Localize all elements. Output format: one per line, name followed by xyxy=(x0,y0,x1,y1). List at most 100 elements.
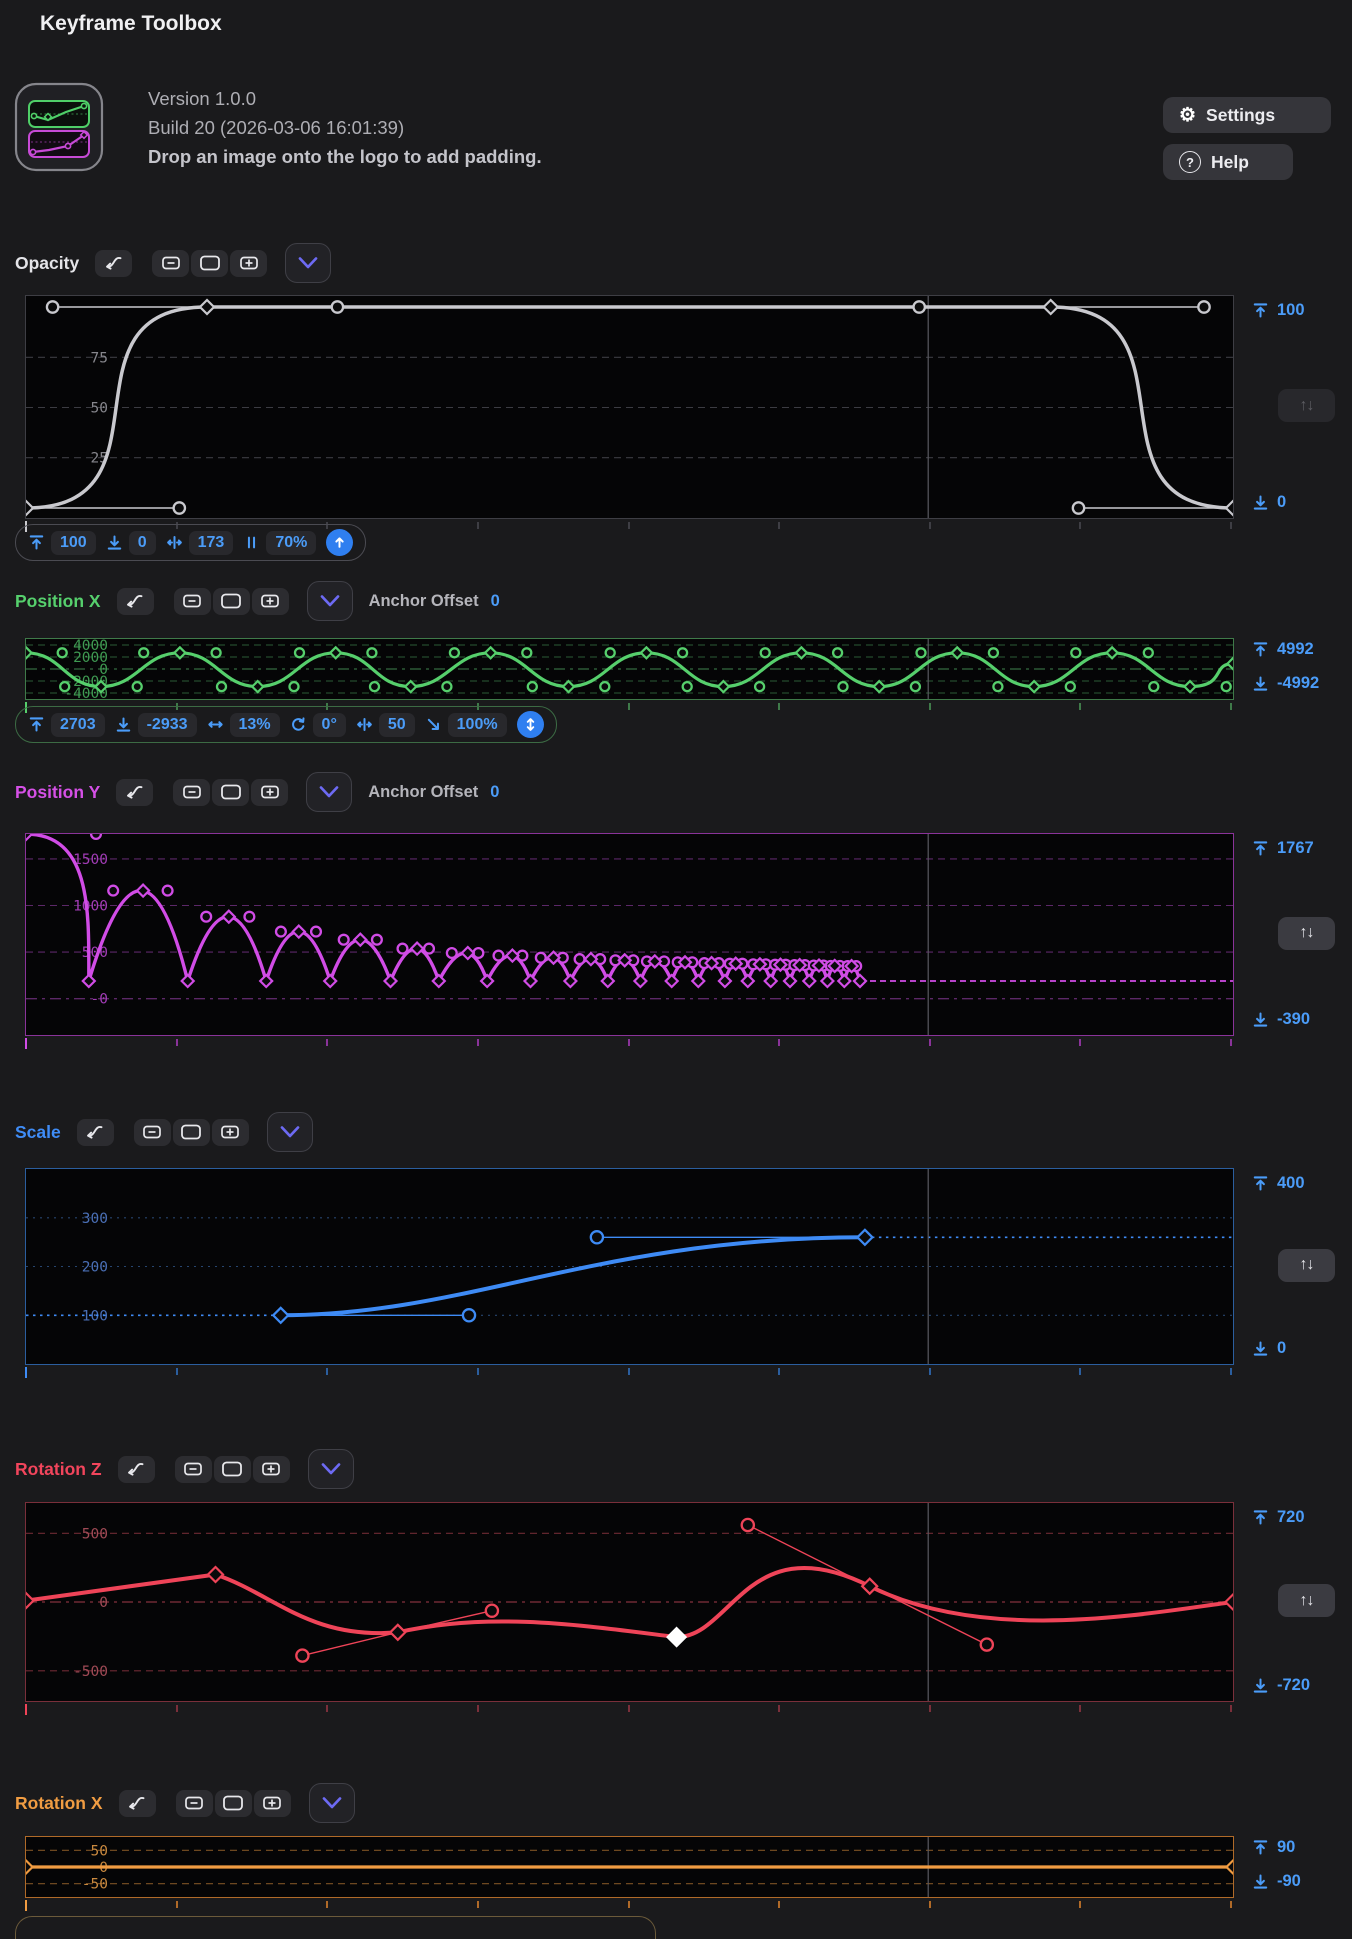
range-max-value: 720 xyxy=(1277,1508,1305,1526)
curve-editor-canvas[interactable]: 50 0 -50 xyxy=(25,1836,1234,1898)
chevron-down-icon xyxy=(320,595,339,607)
range-max[interactable]: 720 xyxy=(1252,1508,1305,1527)
chevron-down-icon xyxy=(280,1126,300,1138)
curve-editor-canvas[interactable]: 75 50 25 xyxy=(25,295,1234,519)
toolbar-diag-arrow-value[interactable]: 100% xyxy=(447,712,507,737)
range-min[interactable]: 0 xyxy=(1252,493,1286,512)
range-min-value: -390 xyxy=(1277,1010,1311,1028)
range-max[interactable]: 4992 xyxy=(1252,640,1314,659)
keyframe-icon xyxy=(181,1124,202,1140)
keyframe-button[interactable] xyxy=(212,587,250,615)
range-min[interactable]: -4992 xyxy=(1252,674,1319,693)
min-to-bar-icon xyxy=(116,717,130,732)
settings-button[interactable]: ⚙ Settings xyxy=(1163,97,1331,133)
range-max[interactable]: 90 xyxy=(1252,1838,1295,1857)
keyframe-icon xyxy=(222,1461,242,1477)
anchor-offset-value[interactable]: 0 xyxy=(490,591,500,610)
toolbar-span-bars-value[interactable]: 50 xyxy=(378,712,415,737)
svg-text:300: 300 xyxy=(82,1211,108,1227)
remove-keyframe-button[interactable] xyxy=(173,778,211,806)
max-to-bar-icon xyxy=(29,535,44,550)
anchor-offset: Anchor Offset 0 xyxy=(368,783,499,802)
toolbar-max-to-bar-value[interactable]: 100 xyxy=(51,530,96,555)
add-keyframe-button[interactable] xyxy=(252,1455,290,1483)
range-min[interactable]: -720 xyxy=(1252,1676,1310,1695)
section-rotation-z: Rotation Z xyxy=(0,1449,1352,1715)
toolbar-min-to-bar-value[interactable]: 0 xyxy=(128,530,156,555)
collapse-chevron-button[interactable] xyxy=(266,1112,313,1152)
timeline-ticks xyxy=(25,1900,1232,1911)
range-min[interactable]: 0 xyxy=(1252,1339,1286,1358)
keyframe-button-group xyxy=(173,778,289,806)
curve-editor-canvas[interactable]: 4000 2000 0 -2000 -4000 xyxy=(25,638,1234,700)
min-to-bar-icon xyxy=(107,535,121,550)
remove-keyframe-button[interactable] xyxy=(174,1455,212,1483)
toolbar-h-arrows-value[interactable]: 13% xyxy=(229,712,280,737)
range-min[interactable]: -90 xyxy=(1252,1872,1301,1891)
keyframe-button[interactable] xyxy=(213,1455,251,1483)
remove-keyframe-button[interactable] xyxy=(173,587,211,615)
gear-icon: ⚙ xyxy=(1179,104,1197,126)
curve-editor-canvas[interactable]: 1500 1000 500 -0 xyxy=(25,833,1234,1036)
collapse-chevron-button[interactable] xyxy=(285,243,332,283)
curve-svg: 500 0 -500 xyxy=(26,1503,1233,1701)
undo-button[interactable] xyxy=(118,1789,156,1817)
anchor-offset-value[interactable]: 0 xyxy=(490,782,500,801)
arrow-up-circle-button[interactable] xyxy=(326,529,354,556)
add-keyframe-button[interactable] xyxy=(230,249,268,277)
toolbar-min-to-bar-value[interactable]: -2933 xyxy=(137,712,197,737)
svg-text:100: 100 xyxy=(82,1308,108,1324)
add-keyframe-button[interactable] xyxy=(211,1118,249,1146)
range-max[interactable]: 100 xyxy=(1252,301,1305,320)
section-header: Scale xyxy=(0,1112,1352,1152)
collapse-chevron-button[interactable] xyxy=(307,1449,354,1489)
remove-keyframe-icon xyxy=(185,1796,203,1810)
add-keyframe-button[interactable] xyxy=(253,1789,291,1817)
curve-editor-canvas[interactable]: 300 200 100 xyxy=(25,1168,1234,1365)
swap-updown-icon: ↑↓ xyxy=(1299,924,1315,941)
undo-button[interactable] xyxy=(116,587,154,615)
curve-editor-canvas[interactable]: 500 0 -500 xyxy=(25,1502,1234,1702)
question-mark-icon: ? xyxy=(1179,151,1201,173)
keyframe-button[interactable] xyxy=(191,249,229,277)
remove-keyframe-button[interactable] xyxy=(175,1789,213,1817)
swap-range-button[interactable]: ↑↓ xyxy=(1278,916,1335,950)
undo-button[interactable] xyxy=(95,249,133,277)
keyframe-toolbar: 2703 -2933 13% 0° 50 100% xyxy=(15,706,557,743)
keyframe-button-group xyxy=(175,1789,291,1817)
undo-button[interactable] xyxy=(117,1455,155,1483)
toolbar-span-bars-value[interactable]: 173 xyxy=(188,530,234,555)
keyframe-button[interactable] xyxy=(172,1118,210,1146)
svg-text:500: 500 xyxy=(82,1526,108,1542)
remove-keyframe-button[interactable] xyxy=(152,249,190,277)
undo-button[interactable] xyxy=(116,778,154,806)
toolbar-cycle-value[interactable]: 0° xyxy=(312,712,346,737)
range-max[interactable]: 1767 xyxy=(1252,839,1314,858)
remove-keyframe-icon xyxy=(143,1125,162,1139)
undo-icon xyxy=(129,1797,145,1810)
swap-range-button[interactable]: ↑↓ xyxy=(1278,1584,1335,1617)
svg-text:4000: 4000 xyxy=(73,639,108,654)
swap-range-button[interactable]: ↑↓ xyxy=(1278,1248,1335,1282)
toolbar-pause-value[interactable]: 70% xyxy=(266,530,317,555)
keyframe-button[interactable] xyxy=(212,778,250,806)
range-min[interactable]: -390 xyxy=(1252,1010,1310,1029)
keyframe-button[interactable] xyxy=(214,1789,252,1817)
collapse-chevron-button[interactable] xyxy=(306,772,353,812)
app-logo[interactable] xyxy=(14,82,104,172)
toolbar-max-to-bar-value[interactable]: 2703 xyxy=(51,712,105,737)
undo-button[interactable] xyxy=(76,1118,114,1146)
collapse-chevron-button[interactable] xyxy=(308,1783,355,1823)
collapse-chevron-button[interactable] xyxy=(306,581,353,621)
add-keyframe-button[interactable] xyxy=(251,778,289,806)
remove-keyframe-button[interactable] xyxy=(133,1118,171,1146)
help-button[interactable]: ? Help xyxy=(1163,144,1293,180)
anchor-offset-label: Anchor Offset xyxy=(368,782,479,801)
add-keyframe-button[interactable] xyxy=(251,587,289,615)
swap-range-button[interactable]: ↑↓ xyxy=(1278,389,1335,422)
cycle-icon xyxy=(291,717,305,731)
range-max[interactable]: 400 xyxy=(1252,1174,1305,1193)
arrow-updown-circle-button[interactable] xyxy=(516,711,544,738)
